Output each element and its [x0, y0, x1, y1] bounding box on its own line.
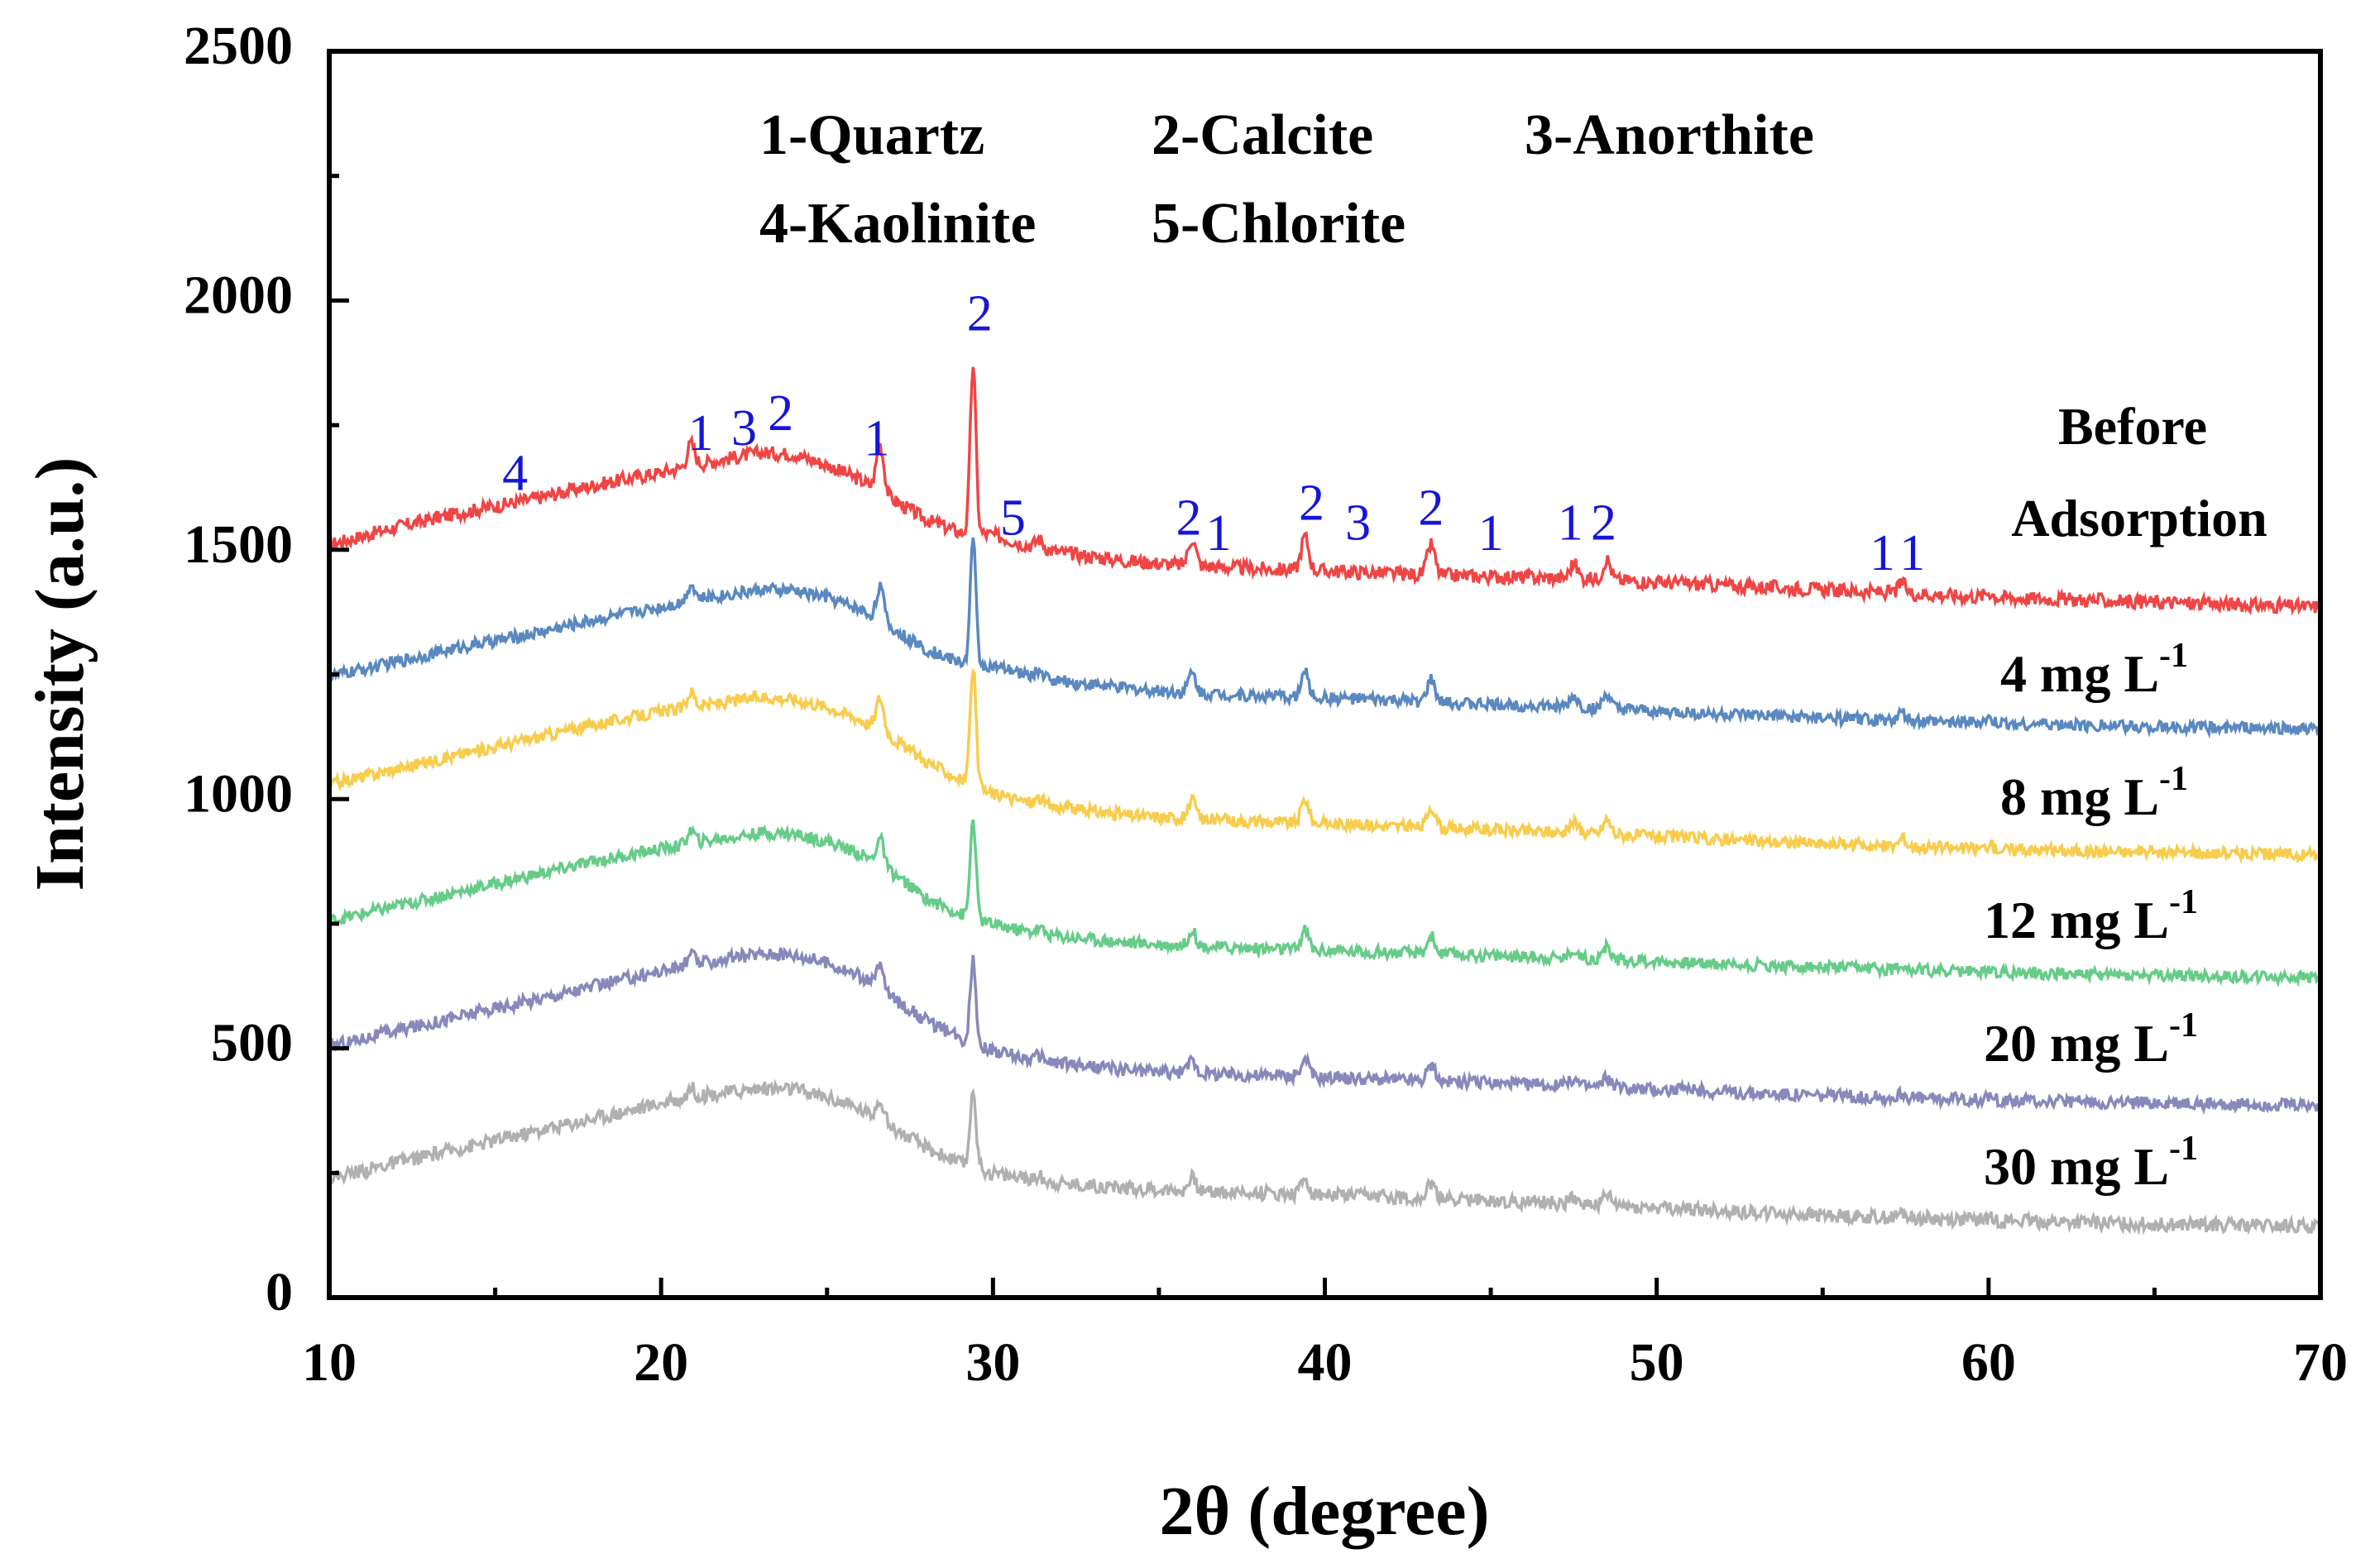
series-curve-20-mg-l — [328, 945, 2321, 1116]
x-tick-label: 10 — [302, 1332, 357, 1393]
series-label-12mg-main: 12 mg L — [1984, 891, 2169, 949]
series-label-12mg: 12 mg L-1 — [1984, 883, 2198, 949]
x-tick-label: 30 — [965, 1332, 1020, 1393]
y-tick-label: 1500 — [184, 514, 293, 575]
series-label-30mg-sup: -1 — [2169, 1130, 2198, 1168]
y-tick-label: 0 — [266, 1262, 293, 1322]
x-tick-label: 70 — [2293, 1332, 2348, 1393]
series-label-8mg-sup: -1 — [2159, 760, 2188, 798]
x-tick-label: 50 — [1630, 1332, 1684, 1393]
peak-label: 2 — [1299, 476, 1324, 532]
peak-label: 1 — [1899, 525, 1925, 581]
y-tick-label: 2000 — [184, 265, 293, 326]
peak-label: 2 — [1176, 490, 1202, 547]
x-tick-labels: 10 20 30 40 50 60 70 — [302, 1332, 2348, 1393]
y-tick-labels: 0 500 1000 1500 2000 2500 — [184, 16, 293, 1322]
peak-label: 1 — [1558, 495, 1583, 552]
peak-label: 4 — [502, 445, 528, 501]
series-curves — [328, 366, 2322, 1236]
legend-kaolinite: 4-Kaolinite — [759, 192, 1036, 256]
peak-label: 3 — [1345, 495, 1371, 552]
series-curve-before-adsorption — [328, 366, 2322, 616]
peak-label: 2 — [1591, 495, 1616, 552]
x-axis-title: 2θ (degree) — [1159, 1473, 1489, 1550]
peak-label: 2 — [1418, 480, 1444, 537]
series-label-12mg-sup: -1 — [2169, 883, 2198, 921]
series-label-8mg: 8 mg L-1 — [2000, 760, 2188, 826]
legend-anorthite: 3-Anorthite — [1525, 103, 1814, 167]
series-curve-4-mg-l — [328, 537, 2322, 739]
peak-label: 2 — [768, 385, 793, 442]
peak-label: 1 — [1478, 505, 1504, 562]
peak-label: 2 — [967, 286, 993, 342]
series-curve-30-mg-l — [328, 1078, 2322, 1236]
peak-label: 1 — [688, 405, 714, 461]
series-curve-8-mg-l — [328, 667, 2322, 865]
x-tick-label: 40 — [1298, 1332, 1353, 1393]
series-label-20mg-sup: -1 — [2169, 1006, 2198, 1045]
series-label-4mg: 4 mg L-1 — [2000, 637, 2188, 703]
phase-legend: 1-Quartz 2-Calcite 3-Anorthite 4-Kaolini… — [759, 103, 1814, 256]
series-curve-12-mg-l — [328, 819, 2322, 988]
axis-ticks — [327, 49, 2323, 1300]
series-label-30mg-main: 30 mg L — [1984, 1137, 2169, 1196]
series-label-4mg-sup: -1 — [2159, 637, 2188, 675]
y-axis-title: Intensity (a.u.) — [22, 457, 98, 891]
series-label-adsorption: Adsorption — [2011, 489, 2267, 547]
series-label-20mg-main: 20 mg L — [1984, 1014, 2169, 1073]
y-tick-label: 2500 — [184, 16, 293, 76]
peak-annotations: 4 1 3 2 1 2 5 2 1 2 3 2 1 1 2 1 1 — [502, 286, 1925, 581]
x-tick-label: 20 — [634, 1332, 688, 1393]
series-label-before: Before — [2058, 397, 2207, 456]
series-label-30mg: 30 mg L-1 — [1984, 1130, 2198, 1196]
x-tick-label: 60 — [1961, 1332, 2016, 1393]
legend-quartz: 1-Quartz — [759, 103, 984, 167]
legend-chlorite: 5-Chlorite — [1152, 192, 1405, 256]
peak-label: 1 — [864, 410, 889, 466]
series-labels: Before Adsorption 4 mg L-1 8 mg L-1 12 m… — [1984, 397, 2267, 1196]
y-tick-label: 500 — [211, 1013, 293, 1073]
series-label-4mg-main: 4 mg L — [2000, 644, 2159, 703]
peak-label: 3 — [731, 400, 757, 457]
y-tick-label: 1000 — [184, 763, 293, 824]
legend-calcite: 2-Calcite — [1152, 103, 1373, 167]
peak-label: 1 — [1206, 505, 1232, 562]
peak-label: 1 — [1870, 525, 1895, 581]
series-label-20mg: 20 mg L-1 — [1984, 1006, 2198, 1073]
peak-label: 5 — [1000, 490, 1026, 547]
series-label-8mg-main: 8 mg L — [2000, 767, 2159, 826]
